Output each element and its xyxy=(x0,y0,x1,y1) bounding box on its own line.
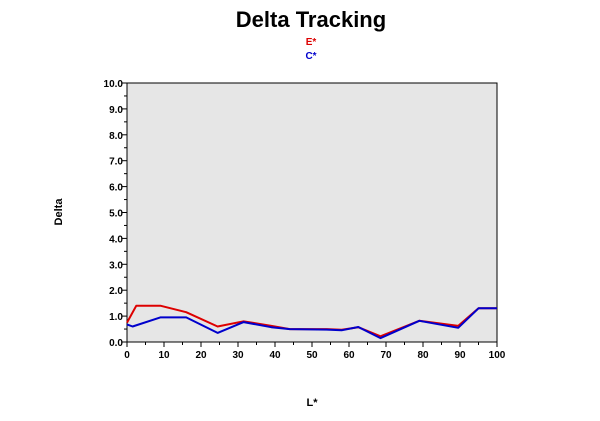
x-tick-label: 100 xyxy=(489,350,506,361)
axes-layer: 0.0 1.0 2.0 3.0 4.0 5.0 6.0 7.0 8.0 9.0 10.0 0 10 20 3… xyxy=(104,79,506,361)
chart-title: Delta Tracking xyxy=(236,7,386,32)
legend: E* C* xyxy=(305,37,316,62)
series-line xyxy=(126,307,497,340)
y-tick-label: 8.0 xyxy=(109,131,123,142)
x-axis-title: L* xyxy=(307,397,319,409)
legend-entry: E* xyxy=(306,37,317,48)
y-tick-label: 7.0 xyxy=(109,157,123,168)
x-tick-label: 40 xyxy=(269,350,281,361)
x-tick-label: 90 xyxy=(454,350,466,361)
x-tick-label: 0 xyxy=(124,350,130,361)
y-axis-title: Delta xyxy=(53,198,65,226)
x-tick-label: 70 xyxy=(380,350,392,361)
x-tick-label: 50 xyxy=(306,350,318,361)
legend-entry: C* xyxy=(305,51,316,62)
y-tick-label: 9.0 xyxy=(109,105,123,116)
y-tick-label: 3.0 xyxy=(109,260,123,271)
y-tick-label: 6.0 xyxy=(109,183,123,194)
x-tick-label: 20 xyxy=(195,350,207,361)
y-tick-label: 1.0 xyxy=(109,312,123,323)
y-tick-label: 5.0 xyxy=(109,209,123,220)
series-layer xyxy=(126,304,497,340)
y-tick-label: 2.0 xyxy=(109,286,123,297)
x-tick-label: 10 xyxy=(158,350,170,361)
y-tick-label: 10.0 xyxy=(104,79,124,90)
x-tick-label: 30 xyxy=(232,350,244,361)
y-tick-label: 4.0 xyxy=(109,234,123,245)
y-tick-label: 0.0 xyxy=(109,338,123,349)
x-tick-label: 60 xyxy=(343,350,355,361)
x-tick-label: 80 xyxy=(417,350,429,361)
plot-area xyxy=(126,82,498,343)
